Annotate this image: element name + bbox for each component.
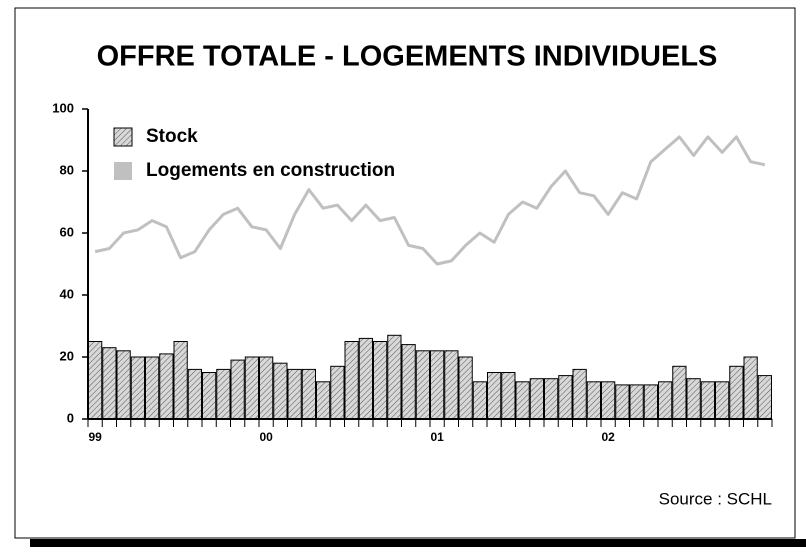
bar: [415, 350, 430, 420]
bar: [88, 341, 103, 420]
bar: [572, 368, 587, 420]
bar: [715, 381, 730, 420]
y-tick-label: 80: [60, 162, 74, 177]
bar: [273, 362, 288, 420]
bar: [173, 341, 188, 420]
y-tick-label: 40: [60, 286, 74, 301]
bar: [544, 378, 559, 420]
legend-label: Stock: [146, 126, 198, 147]
bar: [601, 381, 616, 420]
bar: [316, 381, 331, 420]
x-tick-label: 01: [430, 430, 444, 444]
bar: [330, 365, 345, 420]
legend-swatch: [114, 162, 132, 180]
bar: [159, 353, 174, 420]
bar: [259, 356, 274, 420]
y-tick-label: 0: [67, 410, 74, 425]
bar: [729, 365, 744, 420]
bar: [558, 375, 573, 420]
bar: [458, 356, 473, 420]
frame: [14, 7, 796, 539]
frame-shadow: [30, 539, 806, 547]
bar: [501, 372, 516, 420]
legend-swatch: [113, 127, 133, 147]
legend-label: Logements en construction: [146, 160, 395, 181]
bar: [615, 384, 630, 420]
bar: [344, 341, 359, 420]
bar: [658, 381, 673, 420]
y-tick-label: 100: [52, 100, 74, 115]
bar: [743, 356, 758, 420]
y-tick-label: 20: [60, 348, 74, 363]
bar: [643, 384, 658, 420]
bar: [444, 350, 459, 420]
x-tick-label: 00: [259, 430, 273, 444]
line: [94, 135, 766, 266]
bar: [472, 381, 487, 420]
bar: [430, 350, 445, 420]
source: Source : SCHL: [659, 489, 772, 508]
bar: [301, 368, 316, 420]
bar: [202, 372, 217, 420]
bar: [387, 334, 402, 420]
bar: [515, 381, 530, 420]
bar: [358, 337, 373, 420]
bar: [130, 356, 145, 420]
x-tick-label: 02: [601, 430, 615, 444]
bar: [216, 368, 231, 420]
bar: [686, 378, 701, 420]
bar: [373, 341, 388, 420]
bar: [187, 368, 202, 420]
bar: [287, 368, 302, 420]
y-tick-label: 60: [60, 224, 74, 239]
bar: [145, 356, 160, 420]
bar: [586, 381, 601, 420]
bar: [629, 384, 644, 420]
bar: [230, 359, 245, 420]
bar: [700, 381, 715, 420]
x-tick-label: 99: [88, 430, 102, 444]
bar: [244, 356, 259, 420]
bar: [401, 344, 416, 420]
bar: [672, 365, 687, 420]
bar: [102, 347, 117, 420]
bar: [529, 378, 544, 420]
bar: [487, 372, 502, 420]
bar: [757, 375, 772, 420]
chart-title: OFFRE TOTALE - LOGEMENTS INDIVIDUELS: [97, 41, 718, 73]
bar: [116, 350, 131, 420]
